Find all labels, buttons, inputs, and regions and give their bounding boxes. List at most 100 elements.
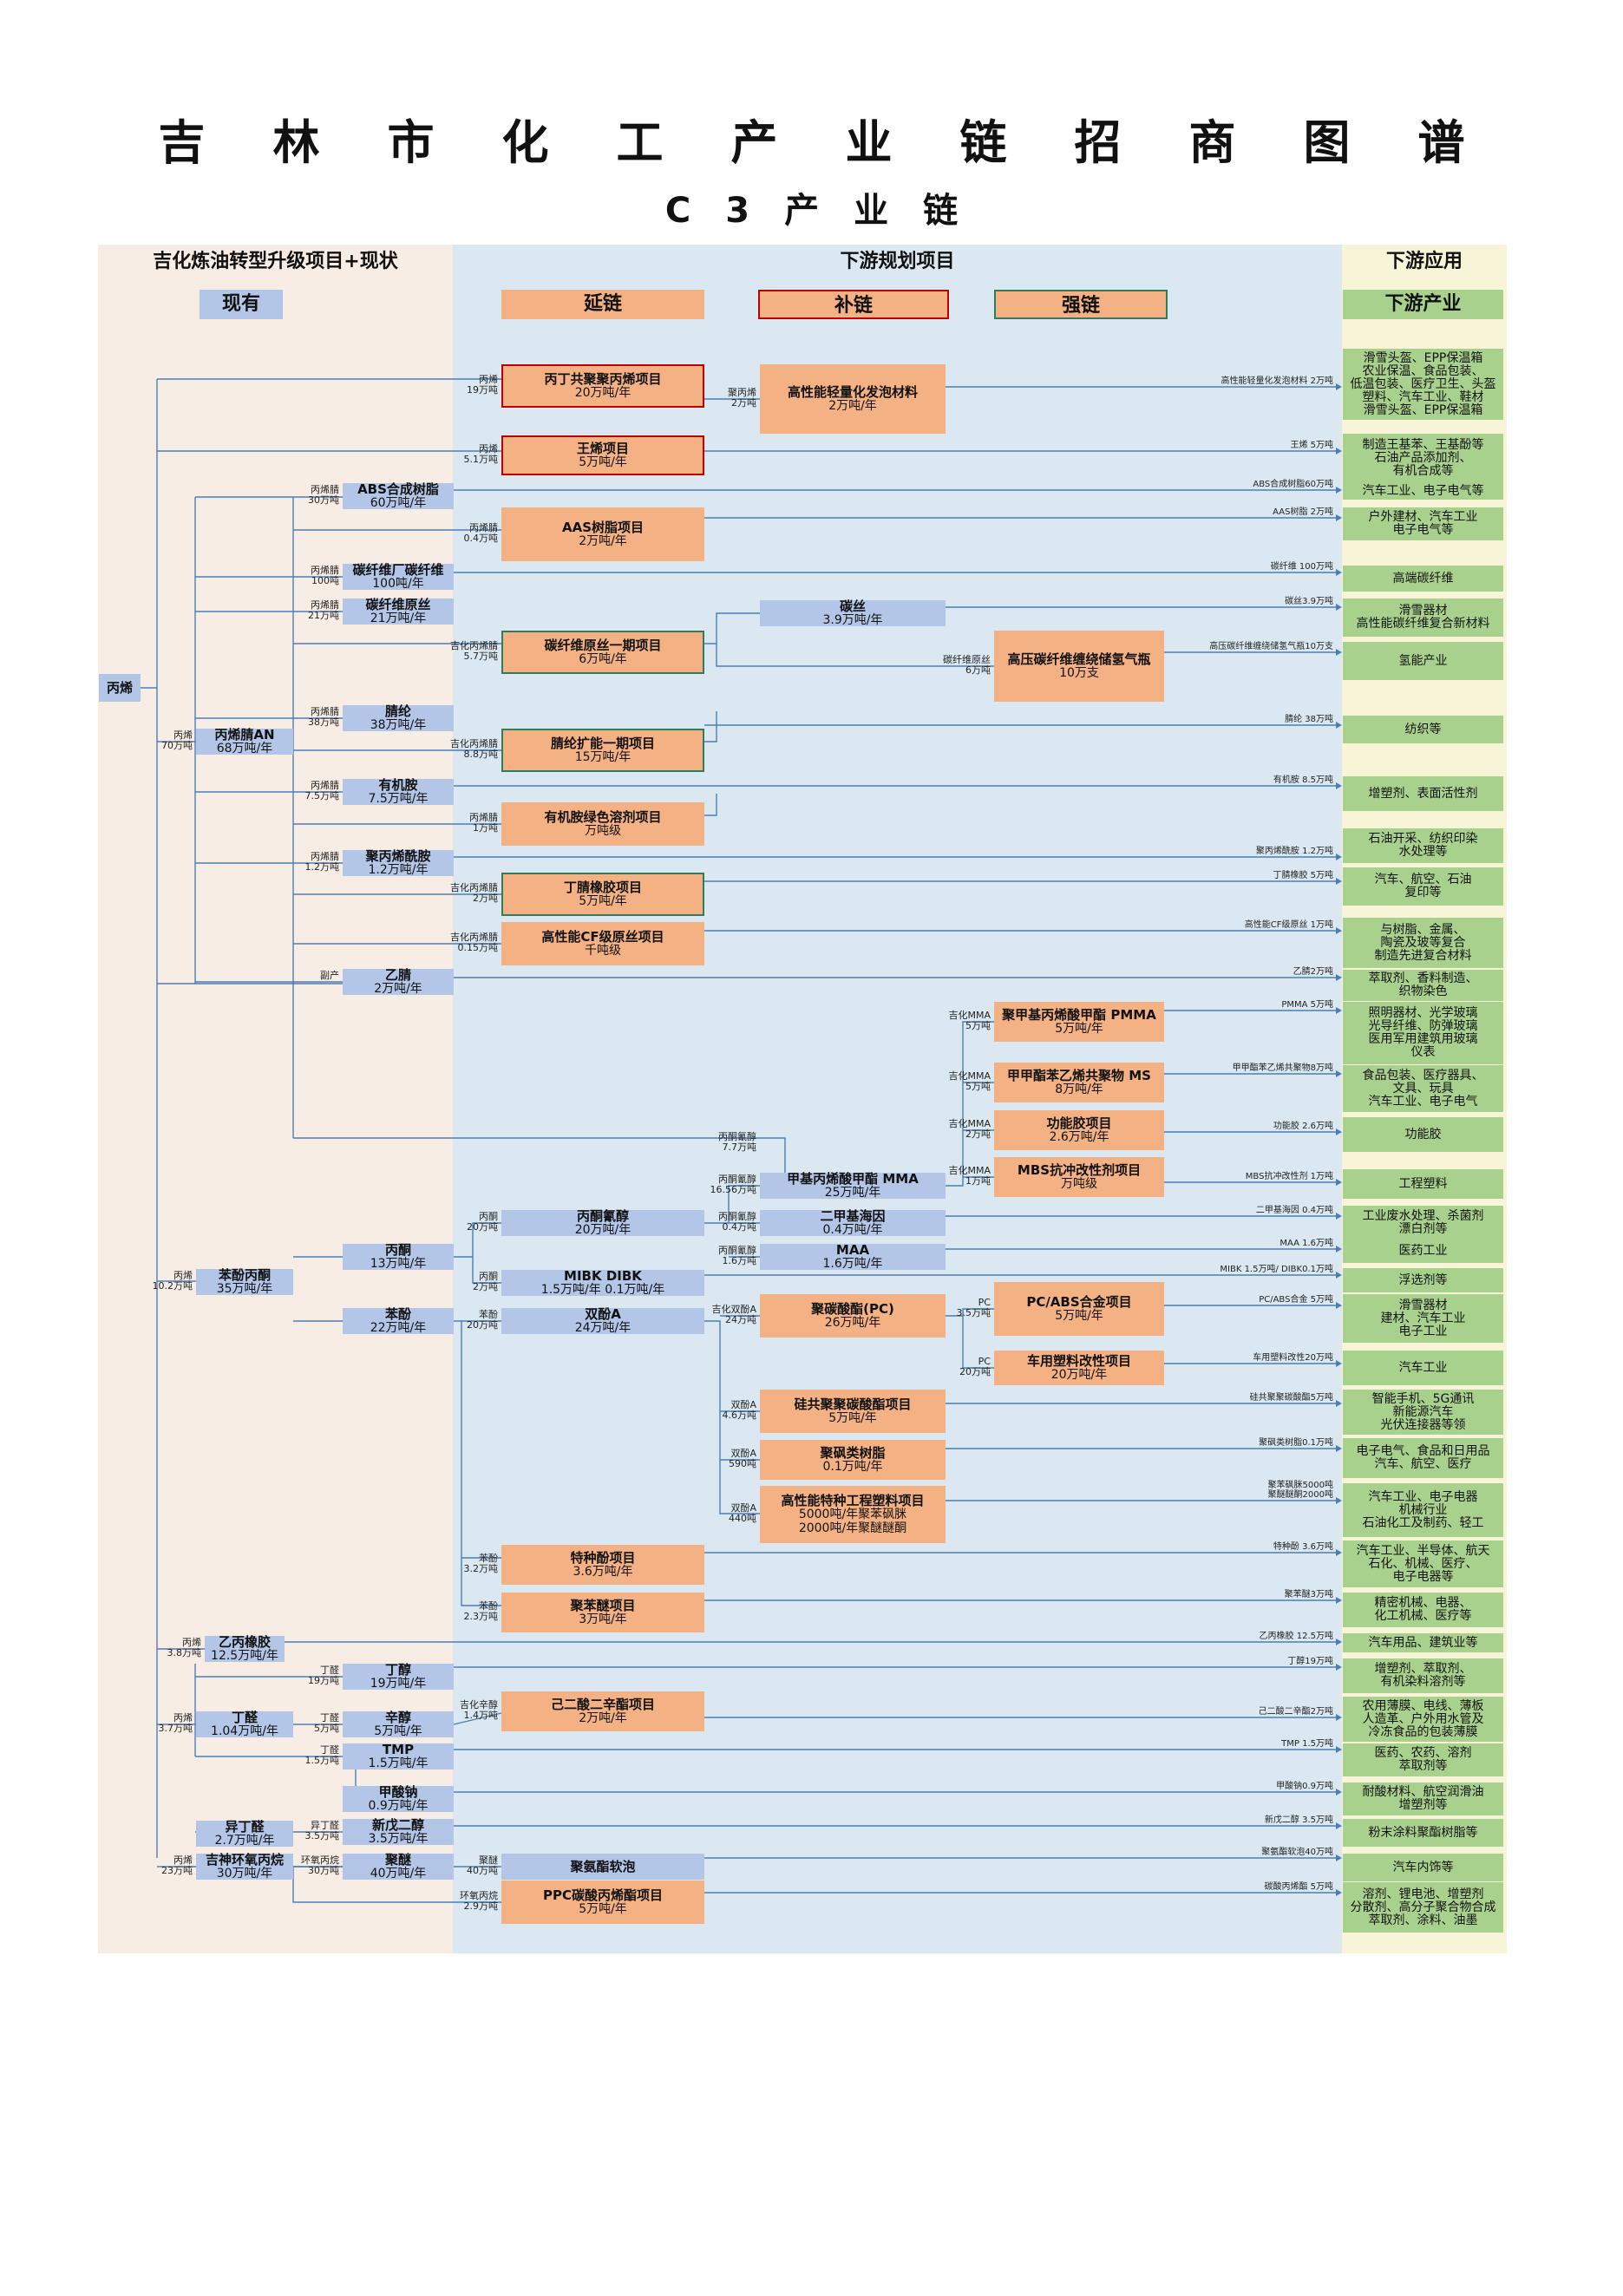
node-capacity: 5000吨/年聚苯砜脒 — [798, 1508, 907, 1521]
node-capacity: 21万吨/年 — [370, 612, 427, 625]
arrow-head — [1336, 1746, 1342, 1753]
arrow-head — [1336, 604, 1342, 611]
node-name: 双酚A — [585, 1306, 621, 1322]
right-label: 新戊二醇 3.5万吨 — [1264, 1815, 1333, 1825]
connector-line — [704, 1185, 760, 1224]
connector-line — [946, 1021, 994, 1187]
node-name: 乙腈 — [384, 967, 411, 983]
node-capacity: 1.2万吨/年 — [368, 863, 429, 877]
right-label: 功能胶 2.6万吨 — [1273, 1122, 1333, 1131]
feed-label: 丙酮 20万吨 — [467, 1211, 498, 1233]
node-capacity: 3.6万吨/年 — [573, 1565, 633, 1579]
node-name: 硅共聚聚碳酸酯项目 — [794, 1397, 912, 1412]
feed-label: 聚醚 40万吨 — [467, 1854, 498, 1876]
existing-node-carbon-filament: 碳丝 3.9万吨/年 — [760, 599, 946, 627]
application-cell: 农用薄膜、电线、薄板 人造革、户外用水管及 冷冻食品的包装薄膜 — [1343, 1697, 1503, 1742]
feed-label: 吉化MMA 5万吨 — [948, 1010, 991, 1031]
node-name: 高压碳纤维缠绕储氢气瓶 — [1007, 651, 1151, 667]
node-capacity: 13万吨/年 — [370, 1257, 427, 1271]
feed-label: 丙烯腈 7.5万吨 — [304, 780, 340, 801]
right-label: PMMA 5万吨 — [1281, 1000, 1333, 1010]
right-label: 硅共聚聚碳酸酯5万吨 — [1249, 1393, 1333, 1403]
application-cell: 工程塑料 — [1343, 1169, 1503, 1199]
arrow-head — [1336, 878, 1342, 885]
node-capacity: 100吨/年 — [372, 577, 424, 591]
right-label: 己二酸二辛酯2万吨 — [1258, 1707, 1333, 1717]
existing-node-butyraldehyde: 丁醛 1.04万吨/年 — [196, 1710, 293, 1738]
right-label: MBS抗冲改性剂 1万吨 — [1245, 1172, 1333, 1181]
node-capacity: 0.1万吨/年 — [822, 1460, 883, 1474]
application-cell: 与树脂、金属、 陶瓷及玻等复合 制造先进复合材料 — [1343, 918, 1503, 968]
existing-node-neopentyl-glycol: 新戊二醇 3.5万吨/年 — [343, 1818, 454, 1846]
feed-label: 丙烯 3.8万吨 — [167, 1637, 202, 1658]
feed-label: 苯酚 20万吨 — [467, 1309, 498, 1331]
node-capacity: 3.9万吨/年 — [822, 613, 883, 627]
existing-node-carbon-fiber-precursor: 碳纤维原丝 21万吨/年 — [343, 597, 454, 625]
legend-supplement: 补链 — [758, 290, 949, 319]
header-application: 下游应用 — [1385, 251, 1463, 272]
existing-node-isobutyraldehyde: 异丁醛 2.7万吨/年 — [196, 1820, 293, 1848]
right-label: 二甲基海因 0.4万吨 — [1255, 1206, 1333, 1215]
application-cell: 医药工业 — [1343, 1239, 1503, 1263]
existing-node-acetone: 丙酮 13万吨/年 — [343, 1242, 454, 1271]
feed-label: 丙烯腈 38万吨 — [308, 706, 339, 728]
node-capacity: 12.5万吨/年 — [211, 1649, 278, 1663]
feed-label: 丙烯腈 0.4万吨 — [463, 522, 499, 544]
feed-label: 吉化辛醇 1.4万吨 — [460, 1699, 498, 1721]
planned-node-carbon-precursor-phase1: 碳纤维原丝一期项目 6万吨/年 — [501, 631, 704, 674]
node-name: MBS抗冲改性剂项目 — [1017, 1162, 1142, 1178]
existing-node-polyacrylamide: 聚丙烯酰胺 1.2万吨/年 — [343, 849, 454, 877]
feed-label: 双酚A 4.6万吨 — [722, 1399, 757, 1421]
node-capacity: 0.9万吨/年 — [368, 1799, 429, 1813]
application-cell: 纺织等 — [1343, 716, 1503, 743]
arrow-head — [1336, 1007, 1342, 1014]
node-capacity: 5万吨/年 — [828, 1411, 877, 1425]
application-cell: 工业废水处理、杀菌剂 漂白剂等 — [1343, 1206, 1503, 1240]
application-cell: 溶剂、锂电池、增塑剂 分散剂、高分子聚合物合成 萃取剂、涂料、油墨 — [1343, 1882, 1503, 1933]
application-cell: 功能胶 — [1343, 1117, 1503, 1152]
right-label: 聚砜类树脂0.1万吨 — [1259, 1438, 1333, 1448]
application-cell: 滑雪器材 建材、汽车工业 电子工业 — [1343, 1294, 1503, 1343]
node-capacity: 2万吨/年 — [374, 982, 422, 996]
arrow-head — [1336, 722, 1342, 729]
application-cell: 制造王基苯、王基酚等 石油产品添加剂、 有机合成等 — [1343, 434, 1503, 482]
node-name: 丁醛 — [231, 1710, 258, 1725]
feed-label: PC 3.5万吨 — [956, 1297, 991, 1318]
existing-node-butanol: 丁醇 19万吨/年 — [343, 1663, 454, 1691]
node-name: 吉神环氧丙烷 — [205, 1852, 284, 1868]
existing-node-bisphenol-a: 双酚A 24万吨/年 — [501, 1306, 704, 1335]
feed-label: 丙烯 3.7万吨 — [158, 1712, 193, 1734]
node-capacity: 2.6万吨/年 — [1049, 1130, 1109, 1144]
node-name: 丙烯腈AN — [214, 727, 275, 742]
feed-label: 丁醛 1.5万吨 — [304, 1744, 340, 1766]
legend-existing: 现有 — [200, 290, 283, 319]
feed-label: 吉化丙烯腈 8.8万吨 — [450, 738, 498, 760]
node-name: 有机胺绿色溶剂项目 — [544, 809, 662, 825]
node-capacity: 40万吨/年 — [370, 1867, 427, 1881]
application-cell: 粉末涂料聚酯树脂等 — [1343, 1819, 1503, 1847]
node-name: 碳纤维原丝 — [365, 597, 431, 612]
node-name: 聚苯醚项目 — [570, 1598, 636, 1613]
arrow-head — [1336, 1213, 1342, 1220]
feed-label: 丙烯 10.2万吨 — [152, 1270, 193, 1292]
connector-line — [454, 1320, 501, 1606]
node-capacity: 2000吨/年聚醚醚酮 — [798, 1521, 907, 1535]
node-name: 王烯项目 — [576, 441, 629, 456]
node-name: 苯酚丙酮 — [218, 1267, 271, 1283]
root-node-propylene: 丙烯 — [99, 674, 141, 702]
planned-node-polycarbonate: 聚碳酸酯(PC) 26万吨/年 — [760, 1294, 946, 1338]
application-cell: 汽车工业、电子电气等 — [1343, 482, 1503, 500]
node-name: 高性能CF级原丝项目 — [541, 929, 664, 945]
node-capacity: 25万吨/年 — [824, 1186, 881, 1200]
existing-node-propylene-oxide: 吉神环氧丙烷 30万吨/年 — [196, 1852, 293, 1881]
node-name: 丙酮 — [384, 1242, 411, 1258]
node-name: 聚氨酯软泡 — [570, 1859, 636, 1874]
node-capacity: 6万吨/年 — [579, 652, 627, 666]
node-capacity: 5万吨/年 — [374, 1724, 422, 1738]
node-name: TMP — [382, 1742, 415, 1757]
application-cell: 萃取剂、香料制造、 织物染色 — [1343, 970, 1503, 1001]
application-cell: 食品包装、医疗器具、 文具、玩具 汽车工业、电子电气 — [1343, 1065, 1503, 1112]
connector-line — [454, 1222, 501, 1258]
feed-label: 丙酮氰醇 1.6万吨 — [718, 1245, 756, 1266]
